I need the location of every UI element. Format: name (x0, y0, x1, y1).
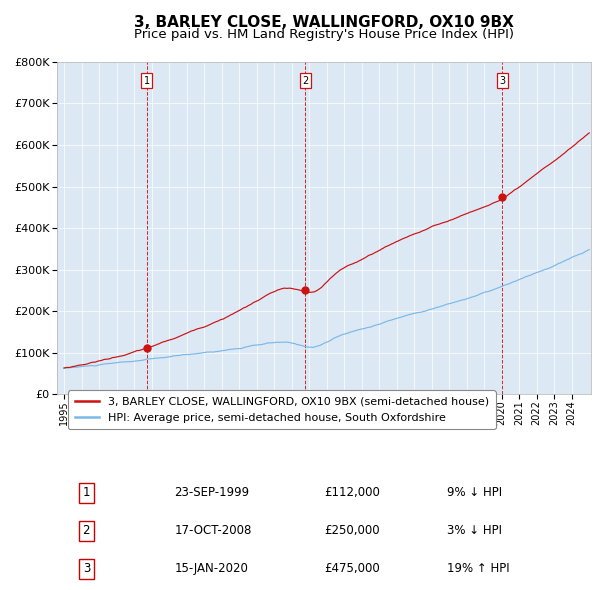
Text: 2: 2 (83, 525, 90, 537)
Text: £112,000: £112,000 (324, 487, 380, 500)
Text: 19% ↑ HPI: 19% ↑ HPI (447, 562, 509, 575)
Text: 1: 1 (83, 487, 90, 500)
Text: 17-OCT-2008: 17-OCT-2008 (175, 525, 252, 537)
Text: 9% ↓ HPI: 9% ↓ HPI (447, 487, 502, 500)
Text: 15-JAN-2020: 15-JAN-2020 (175, 562, 248, 575)
Legend: 3, BARLEY CLOSE, WALLINGFORD, OX10 9BX (semi-detached house), HPI: Average price: 3, BARLEY CLOSE, WALLINGFORD, OX10 9BX (… (68, 391, 496, 429)
Text: 3% ↓ HPI: 3% ↓ HPI (447, 525, 502, 537)
Text: 23-SEP-1999: 23-SEP-1999 (175, 487, 250, 500)
Text: Price paid vs. HM Land Registry's House Price Index (HPI): Price paid vs. HM Land Registry's House … (134, 28, 514, 41)
Text: 3: 3 (83, 562, 90, 575)
Text: £475,000: £475,000 (324, 562, 380, 575)
Text: 1: 1 (144, 76, 150, 86)
Text: 3, BARLEY CLOSE, WALLINGFORD, OX10 9BX: 3, BARLEY CLOSE, WALLINGFORD, OX10 9BX (134, 15, 514, 30)
Text: 3: 3 (499, 76, 505, 86)
Text: £250,000: £250,000 (324, 525, 380, 537)
Text: 2: 2 (302, 76, 308, 86)
